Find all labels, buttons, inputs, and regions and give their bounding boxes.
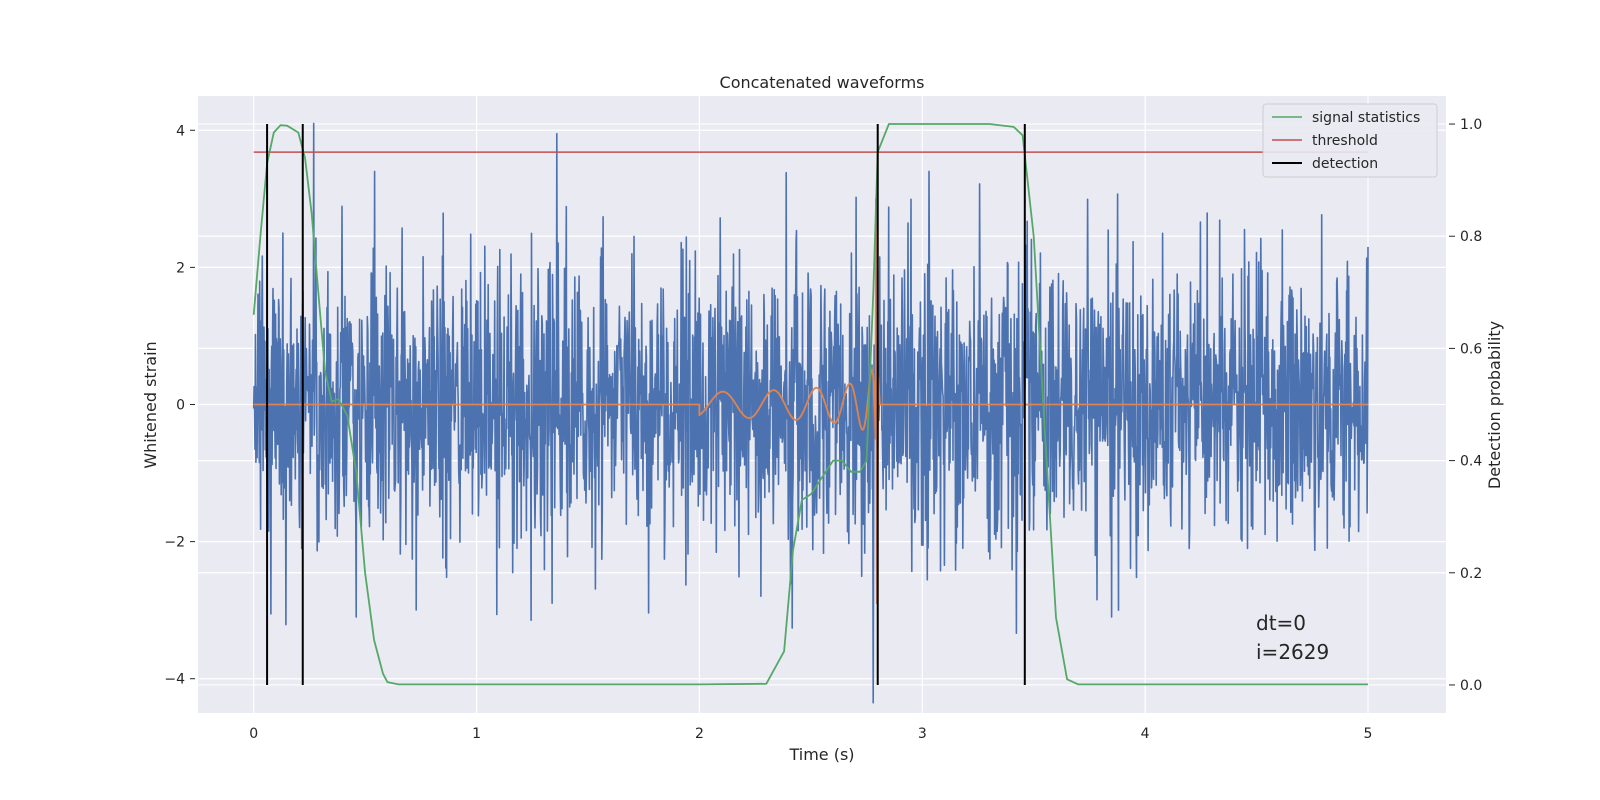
y2-axis-ticks: 0.0 0.2 0.4 0.6 0.8 1.0	[1449, 117, 1482, 694]
y2-tick-label-5: 1.0	[1460, 117, 1482, 133]
x-tick-label-3: 3	[918, 726, 927, 742]
signal-statistics-series	[252, 123, 1368, 686]
strain-series	[252, 122, 1369, 704]
y-tick-label-4: 4	[176, 123, 185, 139]
signal-statistics-line	[252, 123, 1368, 686]
chart-title: Concatenated waveforms	[720, 73, 925, 92]
y-tick-label-3: 2	[176, 260, 185, 276]
annotation-dt: dt=0	[1256, 611, 1306, 635]
legend-label-detection: detection	[1312, 156, 1378, 172]
y2-tick-label-0: 0.0	[1460, 678, 1482, 694]
legend-label-signal-statistics: signal statistics	[1312, 110, 1420, 126]
detection-series	[266, 124, 1026, 685]
annotation-index: i=2629	[1256, 640, 1329, 664]
y2-axis-label: Detection probability	[1485, 321, 1504, 489]
x-tick-label-4: 4	[1141, 726, 1150, 742]
x-axis-ticks: 0 1 2 3 4 5	[249, 726, 1372, 742]
y-axis-ticks: −4 −2 0 2 4	[164, 123, 195, 688]
x-tick-label-2: 2	[695, 726, 704, 742]
x-axis-label: Time (s)	[788, 745, 854, 764]
y2-tick-label-4: 0.8	[1460, 229, 1482, 245]
waveform-line	[253, 197, 1368, 605]
strain-line	[252, 122, 1369, 704]
x-tick-label-1: 1	[472, 726, 481, 742]
legend: signal statistics threshold detection	[1262, 103, 1438, 178]
y2-tick-label-1: 0.2	[1460, 566, 1482, 582]
y2-tick-label-2: 0.4	[1460, 454, 1482, 470]
waveform-series	[253, 197, 1368, 605]
y-tick-label-1: −2	[164, 535, 185, 551]
legend-box	[1262, 103, 1438, 178]
y2-tick-label-3: 0.6	[1460, 341, 1482, 357]
x-tick-label-5: 5	[1364, 726, 1373, 742]
y-axis-label: Whitened strain	[141, 341, 160, 468]
legend-label-threshold: threshold	[1312, 133, 1378, 149]
x-tick-label-0: 0	[249, 726, 258, 742]
y-tick-label-2: 0	[176, 398, 185, 414]
y-tick-label-0: −4	[164, 672, 185, 688]
